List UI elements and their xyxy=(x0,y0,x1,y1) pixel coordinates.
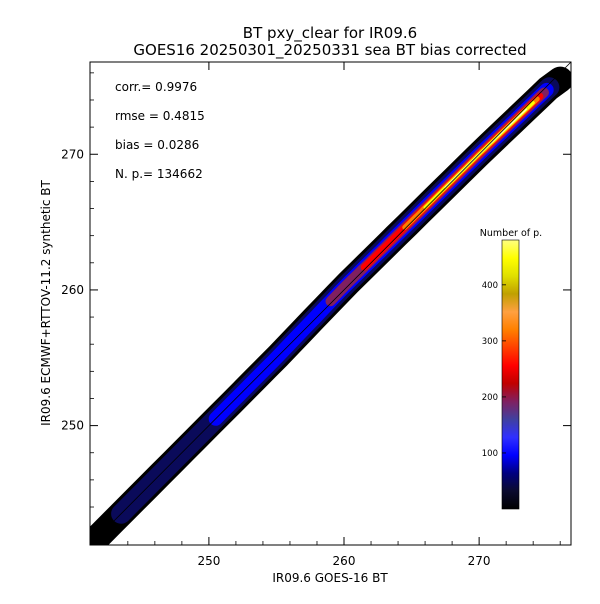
stats-block: corr.= 0.9976 rmse = 0.4815 bias = 0.0286 N… xyxy=(115,80,205,181)
y-axis-label: IR09.6 ECMWF+RTTOV-11.2 synthetic BT xyxy=(39,179,53,425)
x-axis: 250 260 270 xyxy=(100,62,561,568)
stat-line: rmse = 0.4815 xyxy=(115,109,205,123)
x-tick-label: 250 xyxy=(197,554,220,568)
colorbar-ramp xyxy=(501,239,520,510)
colorbar-ticks: 100 200 300 400 xyxy=(482,281,506,459)
x-tick-label: 270 xyxy=(468,554,491,568)
colorbar-tick-label: 400 xyxy=(482,281,498,291)
colorbar-tick-label: 100 xyxy=(482,449,498,459)
diagonal-line xyxy=(89,61,572,546)
plot-frame xyxy=(89,61,572,546)
y-tick-label: 250 xyxy=(61,419,84,433)
chart-title: BT pxy_clear for IR09.6 xyxy=(243,24,417,43)
x-tick-label: 260 xyxy=(333,554,356,568)
x-axis-label: IR09.6 GOES-16 BT xyxy=(272,571,388,585)
chart-subtitle: GOES16 20250301_20250331 sea BT bias cor… xyxy=(133,41,526,60)
y-tick-label: 260 xyxy=(61,283,84,297)
y-tick-label: 270 xyxy=(61,147,84,161)
colorbar-tick-label: 300 xyxy=(482,337,498,347)
colorbar: Number of p. 100 200 300 400 xyxy=(480,228,542,510)
colorbar-tick-label: 200 xyxy=(482,393,498,403)
stat-line: N. p.= 134662 xyxy=(115,167,203,181)
stat-line: corr.= 0.9976 xyxy=(115,80,197,94)
stat-line: bias = 0.0286 xyxy=(115,138,199,152)
colorbar-title: Number of p. xyxy=(480,228,542,239)
y-axis: 250 260 270 xyxy=(61,72,571,535)
